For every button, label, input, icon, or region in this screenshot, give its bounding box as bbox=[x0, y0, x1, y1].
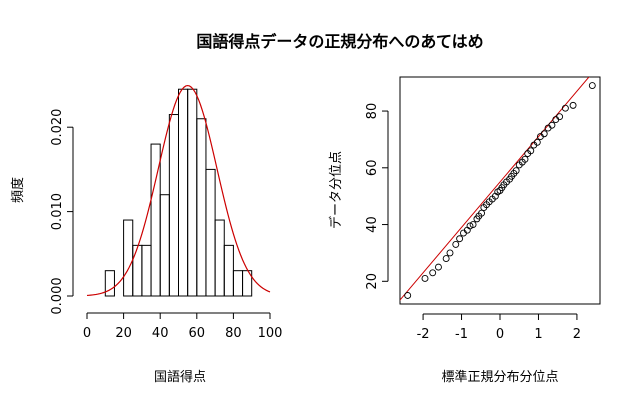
histogram-y-tick-label: 0.010 bbox=[50, 193, 65, 230]
figure-title: 国語得点データの正規分布へのあてはめ bbox=[196, 32, 483, 51]
qq-x-label: 標準正規分布分位点 bbox=[441, 369, 558, 385]
histogram-x-tick-label: 60 bbox=[189, 326, 206, 341]
histogram-bar bbox=[205, 168, 216, 297]
qq-point bbox=[556, 113, 564, 121]
histogram-bar bbox=[159, 194, 170, 297]
histogram-y-tick-label: 0.020 bbox=[50, 109, 65, 146]
qq-point bbox=[469, 221, 477, 229]
qq-y-label: データ分位点 bbox=[328, 151, 344, 229]
qq-plot-box bbox=[399, 76, 601, 305]
qq-reference-line bbox=[400, 77, 590, 301]
histogram-x-tick-label: 20 bbox=[115, 326, 132, 341]
qq-point bbox=[421, 275, 429, 282]
histogram-bar bbox=[168, 114, 180, 297]
qq-point bbox=[435, 263, 442, 271]
histogram-x-label: 国語得点 bbox=[154, 369, 206, 385]
histogram-y-label: 頻度 bbox=[10, 177, 26, 203]
qq-point bbox=[561, 104, 569, 112]
qq-point bbox=[452, 240, 460, 248]
histogram-bar bbox=[123, 219, 134, 297]
qq-point bbox=[512, 167, 520, 175]
qq-point bbox=[540, 130, 548, 138]
qq-point bbox=[446, 249, 454, 257]
histogram-bar bbox=[223, 244, 234, 297]
qq-y-tick-label: 40 bbox=[365, 216, 380, 233]
histogram-bar bbox=[232, 270, 244, 297]
histogram-bar bbox=[242, 270, 253, 297]
qq-plot-panel: -2 -1 0 1 2 20 40 60 80 bbox=[365, 76, 601, 342]
qq-point bbox=[491, 192, 499, 200]
qq-point bbox=[466, 222, 474, 230]
histogram-bar bbox=[104, 270, 115, 297]
histogram-bar bbox=[178, 88, 189, 297]
histogram-x-tick-label: 100 bbox=[258, 326, 283, 341]
qq-x-tick-label: 1 bbox=[534, 327, 542, 342]
qq-y-tick-label: 20 bbox=[365, 273, 380, 290]
normal-density-curve bbox=[86, 84, 271, 297]
qq-point bbox=[569, 101, 577, 109]
histogram-bar bbox=[132, 244, 143, 297]
histogram-x-tick-label: 40 bbox=[152, 326, 169, 341]
histogram-bar bbox=[141, 244, 152, 297]
histogram-bar bbox=[214, 219, 225, 297]
qq-y-tick-label: 80 bbox=[365, 103, 380, 120]
qq-point bbox=[404, 292, 412, 299]
qq-point bbox=[478, 209, 485, 217]
qq-point bbox=[588, 82, 596, 89]
histogram-y-tick-label: 0.000 bbox=[50, 277, 65, 314]
qq-x-tick-label: -1 bbox=[455, 327, 468, 342]
qq-y-tick-label: 60 bbox=[365, 160, 380, 177]
histogram-x-tick-label: 80 bbox=[225, 326, 242, 341]
histogram-bar bbox=[187, 88, 198, 297]
qq-point bbox=[456, 235, 464, 243]
qq-point bbox=[548, 121, 556, 129]
qq-point bbox=[442, 255, 450, 263]
histogram-panel: 0 20 40 60 80 100 0.000 0.010 0.020 bbox=[50, 84, 283, 341]
qq-point bbox=[533, 138, 541, 146]
histogram-x-tick-label: 0 bbox=[83, 326, 91, 341]
qq-point bbox=[429, 269, 437, 277]
qq-point bbox=[527, 147, 535, 155]
qq-x-tick-label: -2 bbox=[417, 327, 430, 342]
qq-x-tick-label: 2 bbox=[573, 327, 581, 342]
qq-point bbox=[521, 155, 529, 163]
qq-x-tick-label: 0 bbox=[496, 327, 504, 342]
histogram-bar bbox=[196, 118, 207, 297]
